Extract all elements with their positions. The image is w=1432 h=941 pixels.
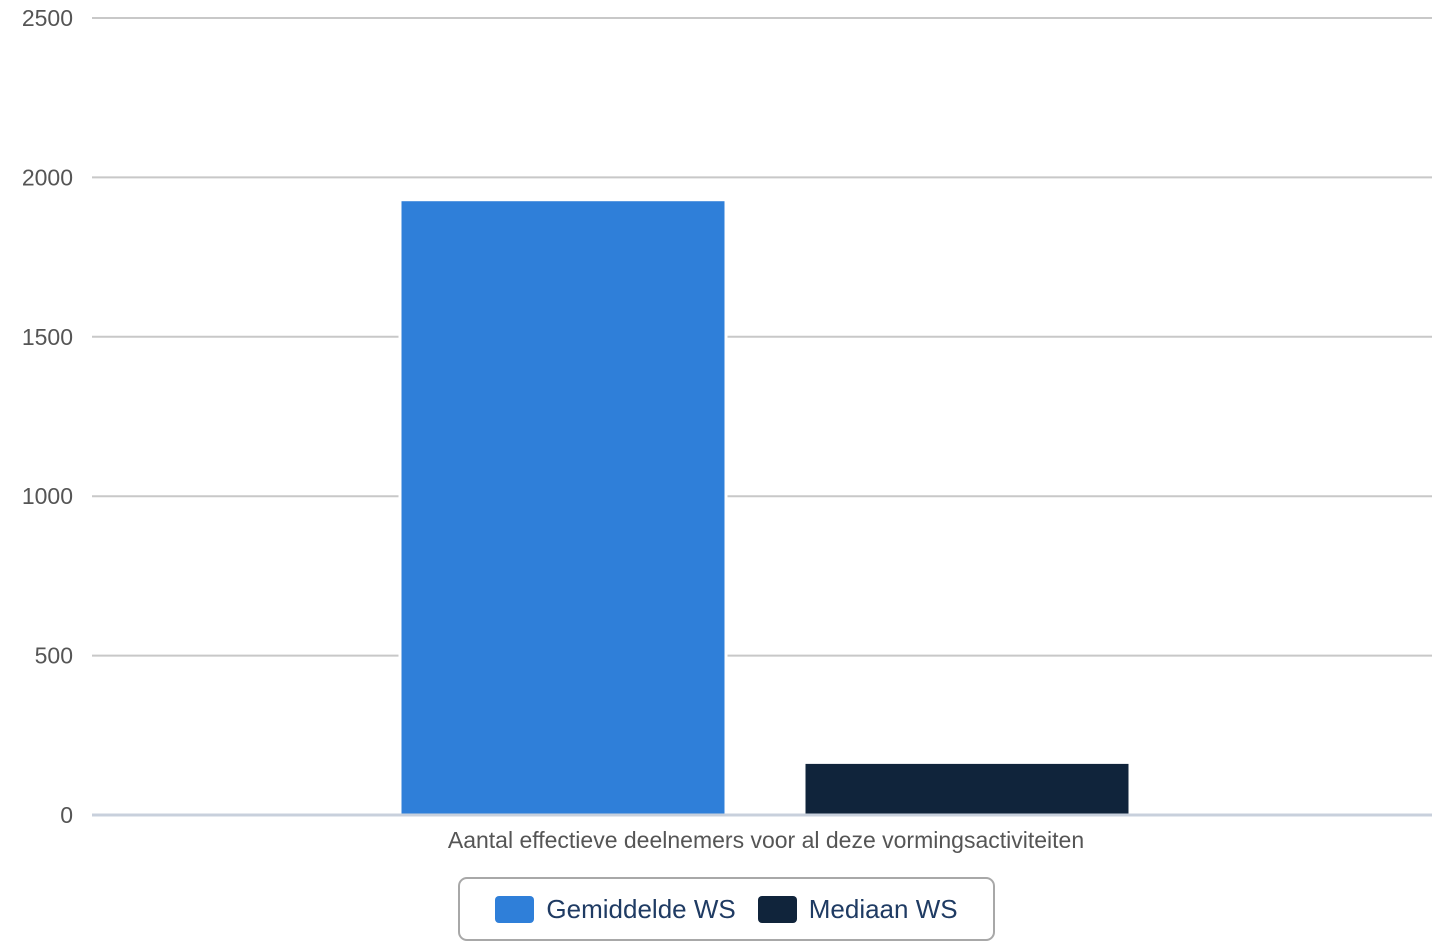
- x-category-label: Aantal effectieve deelnemers voor al dez…: [448, 827, 1084, 853]
- y-tick-label: 2000: [22, 164, 73, 190]
- legend-swatch-gemiddelde: [495, 895, 535, 923]
- bar-1[interactable]: [802, 760, 1132, 817]
- bar-0[interactable]: [398, 198, 728, 817]
- legend-item-mediaan[interactable]: Mediaan WS: [757, 893, 958, 925]
- y-tick-label: 2500: [22, 5, 73, 31]
- legend-swatch-mediaan: [757, 895, 797, 923]
- legend-item-gemiddelde[interactable]: Gemiddelde WS: [495, 893, 736, 925]
- bars: [398, 198, 1132, 817]
- y-tick-label: 500: [35, 643, 73, 669]
- legend-label-mediaan: Mediaan WS: [808, 893, 958, 924]
- y-axis-ticks: 0 500 1000 1500 2000 2500: [22, 5, 73, 828]
- gridlines: [92, 17, 1432, 657]
- y-tick-label: 1000: [22, 483, 73, 509]
- bar-chart: 0 500 1000 1500 2000 2500 Aantal effectieve d…: [22, 5, 1432, 853]
- legend: Gemiddelde WS Mediaan WS: [458, 877, 995, 941]
- y-tick-label: 1500: [22, 324, 73, 350]
- legend-label-gemiddelde: Gemiddelde WS: [546, 893, 736, 924]
- y-tick-label: 0: [60, 802, 73, 828]
